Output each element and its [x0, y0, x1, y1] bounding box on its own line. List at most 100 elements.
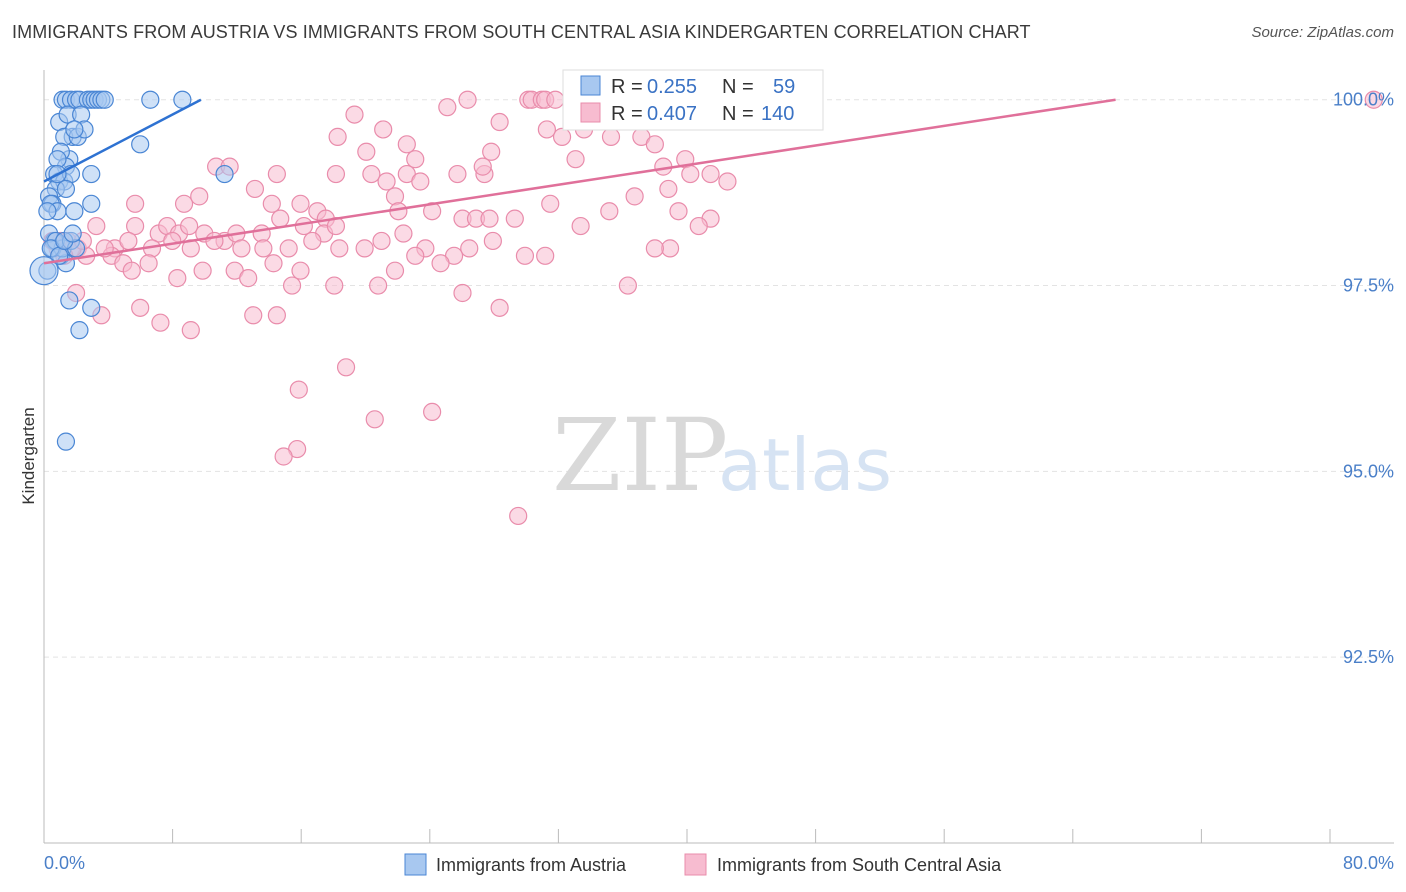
- sca-point: [289, 380, 308, 399]
- sca-point: [267, 164, 286, 184]
- sca-point: [303, 231, 322, 251]
- y-tick-label: 95.0%: [1343, 461, 1394, 481]
- x-tick-label-max: 80.0%: [1343, 853, 1394, 873]
- sca-point: [126, 216, 145, 236]
- sca-point: [122, 261, 141, 280]
- sca-point: [645, 135, 664, 154]
- austria-point: [38, 202, 57, 221]
- sca-point: [193, 261, 212, 280]
- sca-point: [483, 231, 502, 251]
- stats-r-value-austria: 0.255: [647, 76, 697, 98]
- sca-point: [536, 246, 555, 265]
- austria-point: [141, 90, 160, 109]
- sca-point: [406, 246, 425, 265]
- sca-point: [681, 164, 700, 184]
- sca-point: [541, 194, 560, 213]
- sca-point: [264, 254, 283, 273]
- source-label: Source: ZipAtlas.com: [1251, 24, 1394, 41]
- sca-point: [718, 172, 737, 191]
- sca-point: [1364, 90, 1383, 109]
- stats-r-value-sca: 0.407: [647, 103, 697, 125]
- watermark-atlas: atlas: [718, 423, 892, 507]
- sca-point: [345, 105, 364, 124]
- series-austria-points: [29, 90, 234, 451]
- sca-point: [87, 216, 106, 236]
- austria-point: [65, 202, 84, 221]
- stats-n-value-sca: 140: [761, 103, 794, 125]
- austria-point: [63, 224, 82, 243]
- stats-legend: R = 0.255 N = 59 R = 0.407 N = 140: [562, 69, 824, 131]
- sca-point: [490, 112, 509, 132]
- sca-point: [537, 120, 556, 139]
- austria-point: [82, 298, 101, 317]
- legend-label-austria: Immigrants from Austria: [436, 855, 627, 875]
- stats-swatch-austria: [580, 75, 601, 96]
- sca-point: [411, 172, 430, 191]
- sca-point: [385, 261, 405, 280]
- sca-point: [377, 172, 396, 191]
- sca-point: [423, 402, 442, 422]
- sca-point: [181, 321, 200, 340]
- bottom-legend: Immigrants from Austria Immigrants from …: [404, 853, 1002, 876]
- sca-point: [625, 187, 644, 206]
- austria-point: [82, 194, 101, 213]
- sca-point: [505, 209, 524, 228]
- sca-point: [190, 187, 209, 206]
- sca-point: [372, 231, 391, 251]
- sca-point: [180, 216, 199, 236]
- sca-point: [328, 127, 347, 146]
- sca-point: [267, 306, 286, 325]
- x-axis-ticks: [43, 829, 1331, 843]
- austria-point: [70, 321, 89, 340]
- sca-point: [659, 179, 678, 199]
- austria-point: [29, 256, 59, 286]
- sca-point: [458, 90, 477, 109]
- sca-point: [406, 150, 425, 169]
- sca-point: [515, 246, 535, 265]
- sca-point: [282, 276, 302, 295]
- austria-point: [60, 291, 79, 310]
- sca-point: [357, 142, 376, 161]
- austria-point: [65, 120, 84, 139]
- austria-point: [215, 164, 234, 184]
- sca-point: [374, 120, 393, 139]
- sca-point: [239, 269, 258, 288]
- sca-point: [601, 127, 621, 146]
- sca-point: [546, 90, 565, 109]
- watermark-zip: ZIP: [552, 397, 728, 514]
- stats-r-label-austria: R =: [611, 76, 643, 98]
- sca-point: [689, 216, 708, 236]
- legend-swatch-sca: [684, 853, 707, 876]
- austria-point: [56, 179, 76, 199]
- austria-point: [131, 135, 150, 154]
- x-tick-label-min: 0.0%: [44, 853, 85, 873]
- sca-point: [294, 216, 313, 236]
- sca-point: [168, 269, 187, 288]
- stats-n-value-austria: 59: [773, 76, 795, 98]
- sca-point: [482, 142, 501, 161]
- trend-line-sca: [43, 98, 1116, 265]
- sca-point: [618, 276, 637, 295]
- sca-point: [271, 209, 290, 228]
- sca-point: [448, 164, 467, 184]
- sca-point: [126, 194, 145, 213]
- sca-point: [566, 150, 585, 169]
- sca-point: [131, 298, 150, 317]
- sca-point: [245, 179, 265, 199]
- sca-point: [431, 254, 450, 273]
- sca-point: [701, 164, 720, 184]
- y-tick-label: 97.5%: [1343, 276, 1394, 296]
- sca-point: [669, 202, 688, 221]
- sca-point: [660, 239, 680, 258]
- sca-point: [254, 239, 273, 258]
- sca-point: [460, 239, 479, 258]
- sca-point: [330, 239, 349, 258]
- sca-point: [326, 164, 346, 184]
- sca-point: [394, 224, 413, 243]
- y-tick-label: 92.5%: [1343, 647, 1394, 667]
- sca-point: [473, 157, 492, 176]
- y-tick-label: 100.0%: [1333, 90, 1394, 110]
- sca-point: [291, 261, 310, 280]
- sca-point: [423, 202, 442, 221]
- sca-point: [119, 231, 138, 251]
